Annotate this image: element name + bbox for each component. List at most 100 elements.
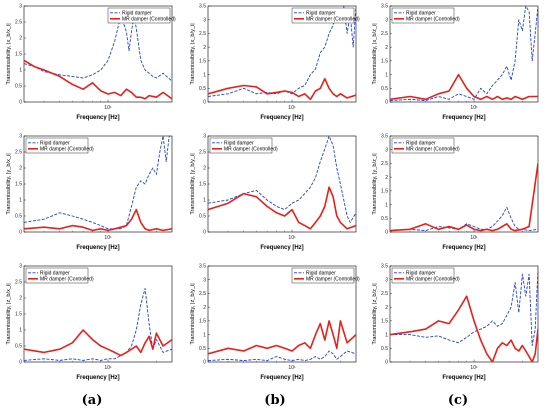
x-axis-label: Frequency [Hz] <box>260 115 303 121</box>
y-tick-label: 3 <box>385 147 388 153</box>
x-axis-label: Frequency [Hz] <box>260 245 303 251</box>
mr-damper-line <box>390 73 538 101</box>
y-tick-label: 2 <box>203 305 206 311</box>
legend-label: MR damper (Controlled) <box>306 277 360 283</box>
y-tick-label: 0 <box>203 360 206 366</box>
chart-panel-4: 0 0.5 1 1.5 2 2.5 3 10¹ Frequency [Hz] Transmissi… <box>190 134 357 251</box>
y-tick-label: 1.5 <box>15 312 22 318</box>
y-tick-label: 0.5 <box>199 346 206 352</box>
legend-label: Rigid damper <box>40 271 70 277</box>
y-tick-label: 2.5 <box>381 161 388 167</box>
y-tick-label: 3.5 <box>199 4 206 10</box>
rigid-damper-line <box>24 15 172 82</box>
legend-label: Rigid damper <box>122 11 152 17</box>
y-tick-label: 1.5 <box>15 182 22 188</box>
subfigure-label-c: (c) <box>448 393 468 408</box>
legend-box <box>391 7 455 24</box>
y-tick-label: 0.5 <box>15 344 22 350</box>
legend-label: MR damper (Controlled) <box>122 17 176 23</box>
x-axis-label: Frequency [Hz] <box>76 375 119 381</box>
legend-box <box>25 267 89 284</box>
legend-box <box>291 267 355 284</box>
y-tick-label: 1.5 <box>199 319 206 325</box>
legend-label: MR damper (Controlled) <box>306 17 360 23</box>
y-tick-label: 3 <box>19 134 22 140</box>
y-tick-label: 1 <box>19 328 22 334</box>
legend-box <box>209 137 273 154</box>
chart-panel-8: 0 0.5 1 1.5 2 2.5 3 3.5 10¹ Frequency [Hz] Transmi… <box>372 264 539 381</box>
rigid-damper-line <box>24 136 172 230</box>
legend-label: MR damper (Controlled) <box>224 147 278 153</box>
rigid-damper-line <box>390 268 538 346</box>
x-tick-label: 10¹ <box>288 105 296 111</box>
legend-label: Rigid damper <box>40 141 70 147</box>
y-tick-label: 1 <box>203 332 206 338</box>
y-tick-label: 2.5 <box>15 150 22 156</box>
y-tick-label: 0 <box>385 100 388 106</box>
y-tick-label: 1.5 <box>381 189 388 195</box>
y-tick-label: 0.5 <box>381 86 388 92</box>
y-tick-label: 0.5 <box>15 214 22 220</box>
y-tick-label: 1.5 <box>381 319 388 325</box>
y-tick-label: 3 <box>19 4 22 10</box>
x-tick-label: 10¹ <box>104 365 112 371</box>
y-axis-label: Transmissibility, |z_b/z_i| <box>372 283 378 344</box>
y-tick-label: 2.5 <box>199 291 206 297</box>
rigid-damper-line <box>390 6 538 102</box>
y-tick-label: 0.5 <box>199 214 206 220</box>
subfigure-label-a: (a) <box>82 393 103 408</box>
y-tick-label: 1.5 <box>199 59 206 65</box>
y-tick-label: 0 <box>385 360 388 366</box>
y-axis-label: Transmissibility, |y_b/z_i| <box>372 153 378 214</box>
legend-label: Rigid damper <box>306 11 336 17</box>
y-tick-label: 2.5 <box>15 280 22 286</box>
y-tick-label: 1.5 <box>381 59 388 65</box>
y-tick-label: 1 <box>19 68 22 74</box>
y-tick-label: 3.5 <box>381 264 388 270</box>
x-tick-label: 10¹ <box>288 365 296 371</box>
x-axis-label: Frequency [Hz] <box>76 115 119 121</box>
legend-box <box>25 137 89 154</box>
y-tick-label: 0 <box>203 230 206 236</box>
legend-box <box>291 7 355 24</box>
mr-damper-line <box>208 320 356 355</box>
y-tick-label: 2.5 <box>381 31 388 37</box>
y-tick-label: 2.5 <box>199 150 206 156</box>
x-tick-label: 10¹ <box>288 235 296 241</box>
y-tick-label: 2 <box>203 45 206 51</box>
y-tick-label: 1 <box>19 198 22 204</box>
y-tick-label: 3.5 <box>381 134 388 140</box>
y-tick-label: 0.5 <box>381 346 388 352</box>
y-tick-label: 2 <box>19 166 22 172</box>
rigid-damper-line <box>208 136 356 223</box>
y-axis-label: Transmissibility, |z_b/x_i| <box>6 283 12 344</box>
y-tick-label: 1 <box>385 202 388 208</box>
legend-label: Rigid damper <box>406 141 436 147</box>
y-tick-label: 1.5 <box>15 52 22 58</box>
x-tick-label: 10¹ <box>470 235 478 241</box>
legend-box <box>107 7 171 24</box>
y-tick-label: 0 <box>385 230 388 236</box>
y-axis-label: Transmissibility, |z_b/y_i| <box>190 283 196 344</box>
y-tick-label: 0 <box>203 100 206 106</box>
y-tick-label: 0.5 <box>381 216 388 222</box>
x-tick-label: 10¹ <box>470 365 478 371</box>
x-tick-label: 10¹ <box>470 105 478 111</box>
plot-frame <box>207 5 357 103</box>
y-tick-label: 2 <box>19 36 22 42</box>
y-tick-label: 0 <box>19 230 22 236</box>
legend-label: MR damper (Controlled) <box>406 277 460 283</box>
y-tick-label: 2 <box>19 296 22 302</box>
chart-panel-7: 0 0.5 1 1.5 2 2.5 3 3.5 10¹ Frequency [Hz] Transmi… <box>190 264 360 381</box>
mr-damper-line <box>24 329 172 357</box>
plot-frame <box>23 135 173 233</box>
y-tick-label: 3 <box>385 17 388 23</box>
chart-panel-2: 0 0.5 1 1.5 2 2.5 3 3.5 10¹ Frequency [Hz] Transmi… <box>372 4 539 121</box>
y-tick-label: 1 <box>203 198 206 204</box>
